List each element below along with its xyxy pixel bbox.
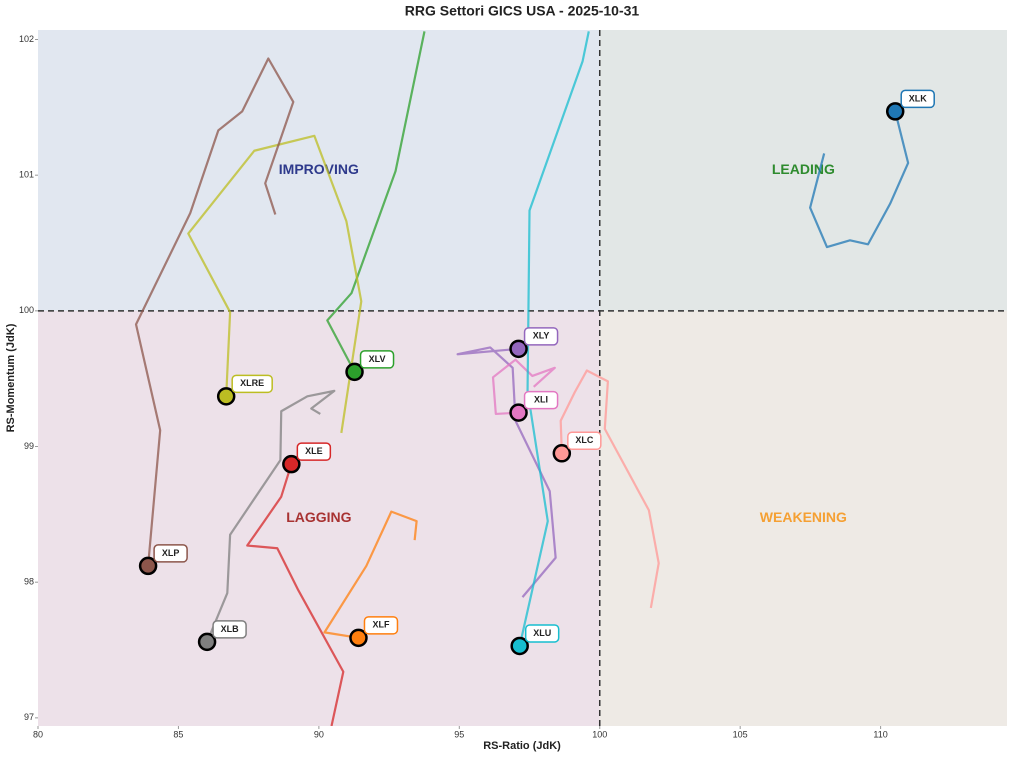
- x-axis-label: RS-Ratio (JdK): [483, 740, 561, 752]
- x-tick-label: 100: [592, 729, 607, 739]
- y-tick-label: 102: [19, 34, 34, 44]
- head-point: [552, 444, 572, 463]
- quadrant-label: WEAKENING: [760, 509, 847, 525]
- tail-line: [134, 57, 295, 567]
- x-tick-label: 85: [173, 729, 183, 739]
- tail-line: [323, 510, 418, 639]
- quadrant-label: LAGGING: [286, 509, 351, 525]
- tail-line: [456, 346, 557, 598]
- label-box: [363, 616, 399, 635]
- quadrant-background: [38, 310, 600, 726]
- head-point: [138, 556, 158, 576]
- label-box: [567, 431, 602, 451]
- head-point: [345, 362, 364, 382]
- series-label: XLY: [533, 331, 550, 341]
- head-point: [349, 628, 368, 648]
- y-axis-label: RS-Momentum (JdK): [5, 323, 17, 432]
- head-point: [216, 387, 236, 406]
- quadrant-background: [38, 30, 600, 311]
- series-label: XLU: [533, 628, 551, 638]
- quadrant-background: [599, 310, 1007, 726]
- y-tick-label: 98: [24, 577, 34, 587]
- quadrant-label: IMPROVING: [279, 161, 359, 177]
- y-tick-label: 99: [24, 441, 34, 451]
- chart-title: RRG Settori GICS USA - 2025-10-31: [405, 3, 640, 19]
- label-box: [523, 390, 559, 410]
- series-label: XLK: [909, 93, 928, 103]
- series-label: XLC: [575, 435, 594, 445]
- head-point: [509, 403, 528, 422]
- x-tick-label: 80: [33, 729, 43, 739]
- label-box: [212, 620, 247, 639]
- label-box: [524, 624, 560, 643]
- label-box: [153, 544, 188, 563]
- quadrant-label: LEADING: [772, 161, 835, 177]
- x-tick-label: 95: [454, 729, 464, 739]
- x-tick-label: 110: [873, 729, 887, 739]
- head-point: [885, 102, 905, 121]
- y-tick-label: 101: [19, 170, 34, 180]
- tail-line: [326, 31, 426, 373]
- series-label: XLP: [162, 548, 180, 558]
- y-tick-label: 97: [24, 712, 34, 722]
- head-point: [282, 454, 301, 474]
- series-label: XLI: [534, 394, 548, 404]
- head-point: [197, 632, 217, 652]
- tail-line: [518, 31, 590, 647]
- tail-line: [559, 369, 660, 609]
- head-point: [510, 636, 529, 656]
- label-box: [296, 442, 332, 461]
- y-tick-label: 100: [19, 305, 34, 315]
- head-point: [509, 339, 528, 359]
- series-label: XLV: [369, 354, 386, 364]
- series-label: XLF: [372, 620, 390, 630]
- x-tick-label: 90: [314, 729, 324, 739]
- x-tick-label: 105: [733, 729, 748, 739]
- tail-line: [491, 358, 556, 416]
- label-box: [523, 327, 559, 346]
- label-box: [359, 350, 395, 369]
- tail-line: [187, 134, 363, 434]
- series-label: XLB: [221, 624, 240, 634]
- tail-line: [206, 389, 336, 643]
- tail-line: [246, 463, 345, 726]
- tail-line: [809, 111, 910, 249]
- label-box: [900, 89, 935, 109]
- label-box: [231, 374, 273, 394]
- series-label: XLE: [305, 446, 323, 456]
- series-label: XLRE: [240, 378, 264, 388]
- quadrant-background: [599, 30, 1007, 311]
